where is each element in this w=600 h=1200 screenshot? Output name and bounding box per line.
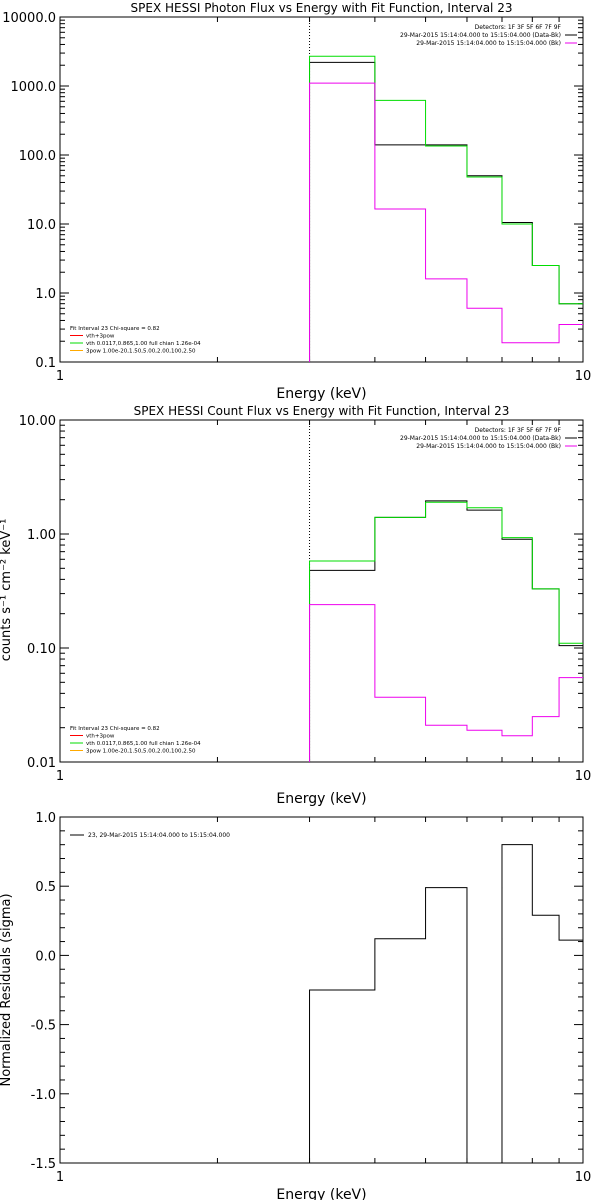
y-tick-label: 0.1 bbox=[35, 356, 56, 371]
series-line-2 bbox=[309, 501, 583, 762]
x-tick-label: 10 bbox=[575, 1170, 592, 1185]
chart-title: SPEX HESSI Photon Flux vs Energy with Fi… bbox=[131, 1, 513, 15]
y-tick-label: 0.10 bbox=[27, 642, 56, 657]
x-axis-label: Energy (keV) bbox=[276, 386, 366, 402]
plot-frame bbox=[59, 816, 584, 1164]
y-tick-label: 1.0 bbox=[35, 811, 56, 826]
legend-top-entry: 29-Mar-2015 15:14:04.000 to 15:15:04.000… bbox=[400, 32, 561, 39]
x-tick-label: 10 bbox=[575, 769, 592, 784]
series-line-1 bbox=[309, 61, 583, 362]
legend-top-entry: 29-Mar-2015 15:14:04.000 to 15:15:04.000… bbox=[416, 443, 561, 450]
y-tick-label: 1.00 bbox=[27, 528, 56, 543]
plot-frame bbox=[59, 419, 584, 763]
legend-bottom-entry: vth+3pow bbox=[86, 334, 115, 340]
legend-bottom-entry: vth 0.0117,0.865,1.00 full chian 1.26e-0… bbox=[86, 741, 201, 747]
legend-bottom-entry: vth+3pow bbox=[86, 734, 115, 740]
y-tick-label: 1000.0 bbox=[11, 80, 57, 95]
series-line-1 bbox=[309, 500, 583, 762]
y-tick-label: -1.5 bbox=[31, 1157, 56, 1172]
legend-top-entry: Detectors: 1F 3F 5F 6F 7F 9F bbox=[475, 24, 562, 31]
y-tick-label: 0.0 bbox=[35, 949, 56, 964]
y-tick-label: 0.01 bbox=[27, 756, 56, 771]
series-line-2 bbox=[309, 55, 583, 362]
x-axis-label: Energy (keV) bbox=[276, 1187, 366, 1200]
series-line-1 bbox=[309, 844, 583, 1164]
legend-top-entry: Detectors: 1F 3F 5F 6F 7F 9F bbox=[475, 427, 562, 434]
series-line-3 bbox=[309, 604, 583, 762]
x-tick-label: 1 bbox=[56, 769, 64, 784]
x-axis-label: Energy (keV) bbox=[276, 791, 366, 807]
legend-bottom-entry: 3pow 1.00e-20,1.50,5.00,2.00,100,2.50 bbox=[86, 349, 196, 355]
y-tick-label: -0.5 bbox=[31, 1019, 56, 1034]
y-tick-label: -1.0 bbox=[31, 1088, 56, 1103]
x-tick-label: 1 bbox=[56, 1170, 64, 1185]
chart-panel-3: 1 10 Energy (keV) 1.0 0.5 0.0 -0.5 -1.0 -1.5 Norm… bbox=[0, 811, 591, 1200]
legend-bottom-entry: Fit Interval 23 Chi-square = 0.82 bbox=[70, 726, 160, 732]
chart-panel-2: SPEX HESSI Count Flux vs Energy with Fit… bbox=[0, 404, 591, 807]
legend-bottom-entry: vth 0.0117,0.865,1.00 full chian 1.26e-0… bbox=[86, 341, 201, 347]
series-line-3 bbox=[309, 82, 583, 362]
x-tick-label: 1 bbox=[56, 369, 64, 384]
plot-frame bbox=[59, 16, 584, 363]
legend-top-entry: 29-Mar-2015 15:14:04.000 to 15:15:04.000… bbox=[416, 40, 561, 47]
legend-bottom-entry: 3pow 1.00e-20,1.50,5.00,2.00,100,2.50 bbox=[86, 749, 196, 755]
y-tick-label: 1.0 bbox=[35, 287, 56, 302]
chart-panel-1: SPEX HESSI Photon Flux vs Energy with Fi… bbox=[2, 1, 591, 402]
chart-title: SPEX HESSI Count Flux vs Energy with Fit… bbox=[134, 404, 510, 418]
y-tick-label: 10.0 bbox=[27, 218, 56, 233]
y-axis-label: Normalized Residuals (sigma) bbox=[0, 893, 14, 1086]
y-tick-label: 0.5 bbox=[35, 880, 56, 895]
legend-top-entry: 29-Mar-2015 15:14:04.000 to 15:15:04.000… bbox=[400, 435, 561, 442]
y-axis-label: counts s⁻¹ cm⁻² keV⁻¹ bbox=[0, 519, 14, 662]
y-tick-label: 10000.0 bbox=[2, 11, 56, 26]
legend-entry: 23, 29-Mar-2015 15:14:04.000 to 15:15:04… bbox=[88, 832, 230, 839]
y-tick-label: 100.0 bbox=[19, 149, 56, 164]
y-tick-label: 10.00 bbox=[19, 414, 56, 429]
x-tick-label: 10 bbox=[575, 369, 592, 384]
legend-bottom-entry: Fit Interval 23 Chi-square = 0.82 bbox=[70, 326, 160, 332]
